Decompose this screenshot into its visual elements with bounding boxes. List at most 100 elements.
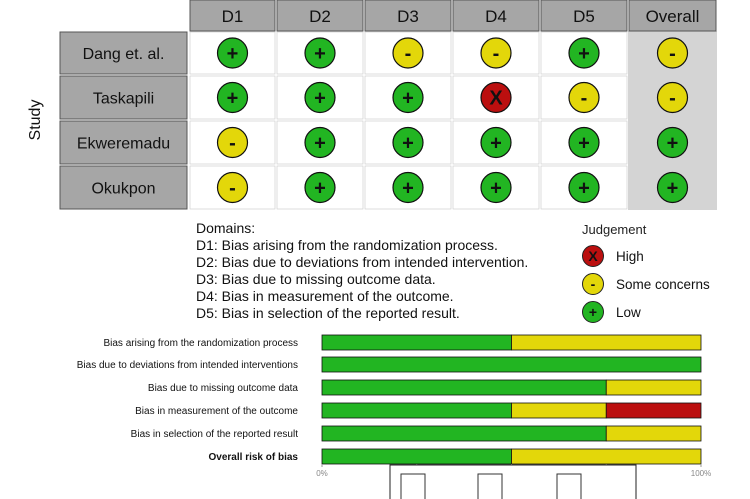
x-tick-label: 100% (691, 469, 711, 478)
judgement-low-marker (392, 171, 424, 204)
traffic-light-plot: D1 D2 D3 D4 D5 Overall Dang et. al. + + - - + - Taska… (27, 0, 717, 210)
judgement-symbol: + (314, 133, 326, 155)
judgement-symbol: + (578, 133, 590, 155)
study-label: Dang et. al. (83, 46, 165, 63)
judgement-symbol: - (229, 133, 236, 155)
bottom-legend-box (389, 464, 637, 499)
column-header-d2 (276, 0, 364, 32)
judgement-some-concerns-marker (656, 81, 689, 114)
bar-category-label: Bias due to missing outcome data (148, 383, 299, 394)
low-plus-icon: + (582, 301, 604, 323)
domains-title: Domains: (196, 220, 256, 236)
judgement-some-concerns-marker (216, 126, 249, 159)
judgement-low-marker (568, 37, 600, 69)
judgement-symbol: + (402, 178, 414, 200)
bar-segment-low (321, 379, 607, 396)
judgement-low-marker (480, 171, 512, 204)
judgement-low-marker (216, 81, 249, 114)
judgement-symbol: + (667, 133, 679, 155)
legend-item-low: + Low (582, 300, 641, 324)
judgement-symbol: - (669, 88, 676, 110)
study-label: Ekweremadu (77, 136, 170, 153)
judgement-symbol: + (314, 43, 326, 65)
column-header-d5 (540, 0, 628, 32)
judgement-symbol: + (314, 88, 326, 110)
judgement-symbol: - (493, 43, 500, 65)
column-header-label-d1: D1 (222, 7, 244, 26)
judgement-low-marker (304, 171, 336, 204)
study-label-box (59, 75, 188, 120)
bar-segment-some-concerns (511, 334, 702, 351)
legend-label-some-concerns: Some concerns (616, 276, 710, 292)
legend-item-some-concerns: - Some concerns (582, 272, 710, 296)
judgement-symbol: - (669, 43, 676, 65)
domain-description-d1: D1: Bias arising from the randomization … (196, 237, 498, 253)
high-x-icon: X (582, 245, 604, 267)
judgement-low-marker (656, 126, 689, 159)
judgement-some-concerns-marker (392, 37, 424, 69)
column-header-label-d3: D3 (397, 7, 419, 26)
judgement-low-marker (392, 81, 424, 114)
bar-segment-low (321, 425, 607, 442)
study-label: Okukpon (91, 181, 155, 198)
judgement-symbol: - (229, 178, 236, 200)
column-header-label-d2: D2 (309, 7, 331, 26)
bar-segment-low (321, 334, 512, 351)
judgement-symbol: - (581, 88, 588, 110)
judgement-symbol: + (227, 43, 239, 65)
domains-legend: Domains: D1: Bias arising from the rando… (196, 220, 528, 322)
y-axis-title: Study (27, 100, 44, 141)
x-tick-label: 0% (316, 469, 328, 478)
column-header-d3 (364, 0, 452, 32)
bar-segment-some-concerns (511, 448, 702, 465)
bar-category-label: Bias arising from the randomization proc… (103, 338, 298, 349)
judgement-some-concerns-marker (656, 37, 689, 69)
judgement-low-marker (480, 126, 512, 159)
judgement-symbol: + (578, 178, 590, 200)
bar-segment-some-concerns (511, 402, 607, 419)
domain-description-d5: D5: Bias in selection of the reported re… (196, 305, 460, 321)
bar-category-label: Overall risk of bias (209, 452, 299, 463)
judgement-low-marker (656, 171, 689, 204)
column-header-label-d5: D5 (573, 7, 595, 26)
domain-description-d4: D4: Bias in measurement of the outcome. (196, 288, 454, 304)
bar-segment-some-concerns (605, 425, 702, 442)
judgement-symbol: + (490, 133, 502, 155)
judgement-some-concerns-marker (480, 37, 512, 69)
study-label-box (59, 165, 188, 210)
judgement-low-marker (304, 37, 336, 69)
judgement-legend-title: Judgement (582, 222, 647, 237)
bar-segment-low (321, 448, 512, 465)
bar-segment-some-concerns (605, 379, 702, 396)
legend-label-low: Low (616, 304, 641, 320)
judgement-symbol: + (578, 43, 590, 65)
legend-item-high: X High (582, 244, 644, 268)
judgement-symbol: - (405, 43, 412, 65)
column-header-label-overall: Overall (646, 7, 700, 26)
column-header-d4 (452, 0, 540, 32)
judgement-symbol: X (489, 88, 503, 110)
bar-segment-high (605, 402, 702, 419)
bar-category-label: Bias due to deviations from intended int… (77, 360, 298, 371)
judgement-symbol: + (490, 178, 502, 200)
column-header-overall (628, 0, 717, 32)
judgement-low-marker (568, 126, 600, 159)
domain-description-d3: D3: Bias due to missing outcome data. (196, 271, 436, 287)
study-label: Taskapili (93, 91, 154, 108)
bar-segment-low (321, 402, 512, 419)
study-label-box (59, 31, 188, 75)
judgement-low-marker (568, 171, 600, 204)
bar-segment-low (321, 356, 702, 373)
domain-description-d2: D2: Bias due to deviations from intended… (196, 254, 529, 270)
judgement-symbol: + (667, 178, 679, 200)
judgement-symbol: + (227, 88, 239, 110)
judgement-low-marker (304, 81, 336, 114)
bar-category-label: Bias in selection of the reported result (131, 429, 299, 440)
judgement-some-concerns-marker (568, 81, 600, 114)
judgement-symbol: + (402, 133, 414, 155)
judgement-symbol: + (314, 178, 326, 200)
some-concerns-minus-icon: - (582, 273, 604, 295)
judgement-low-marker (304, 126, 336, 159)
judgement-high-marker (480, 81, 512, 114)
